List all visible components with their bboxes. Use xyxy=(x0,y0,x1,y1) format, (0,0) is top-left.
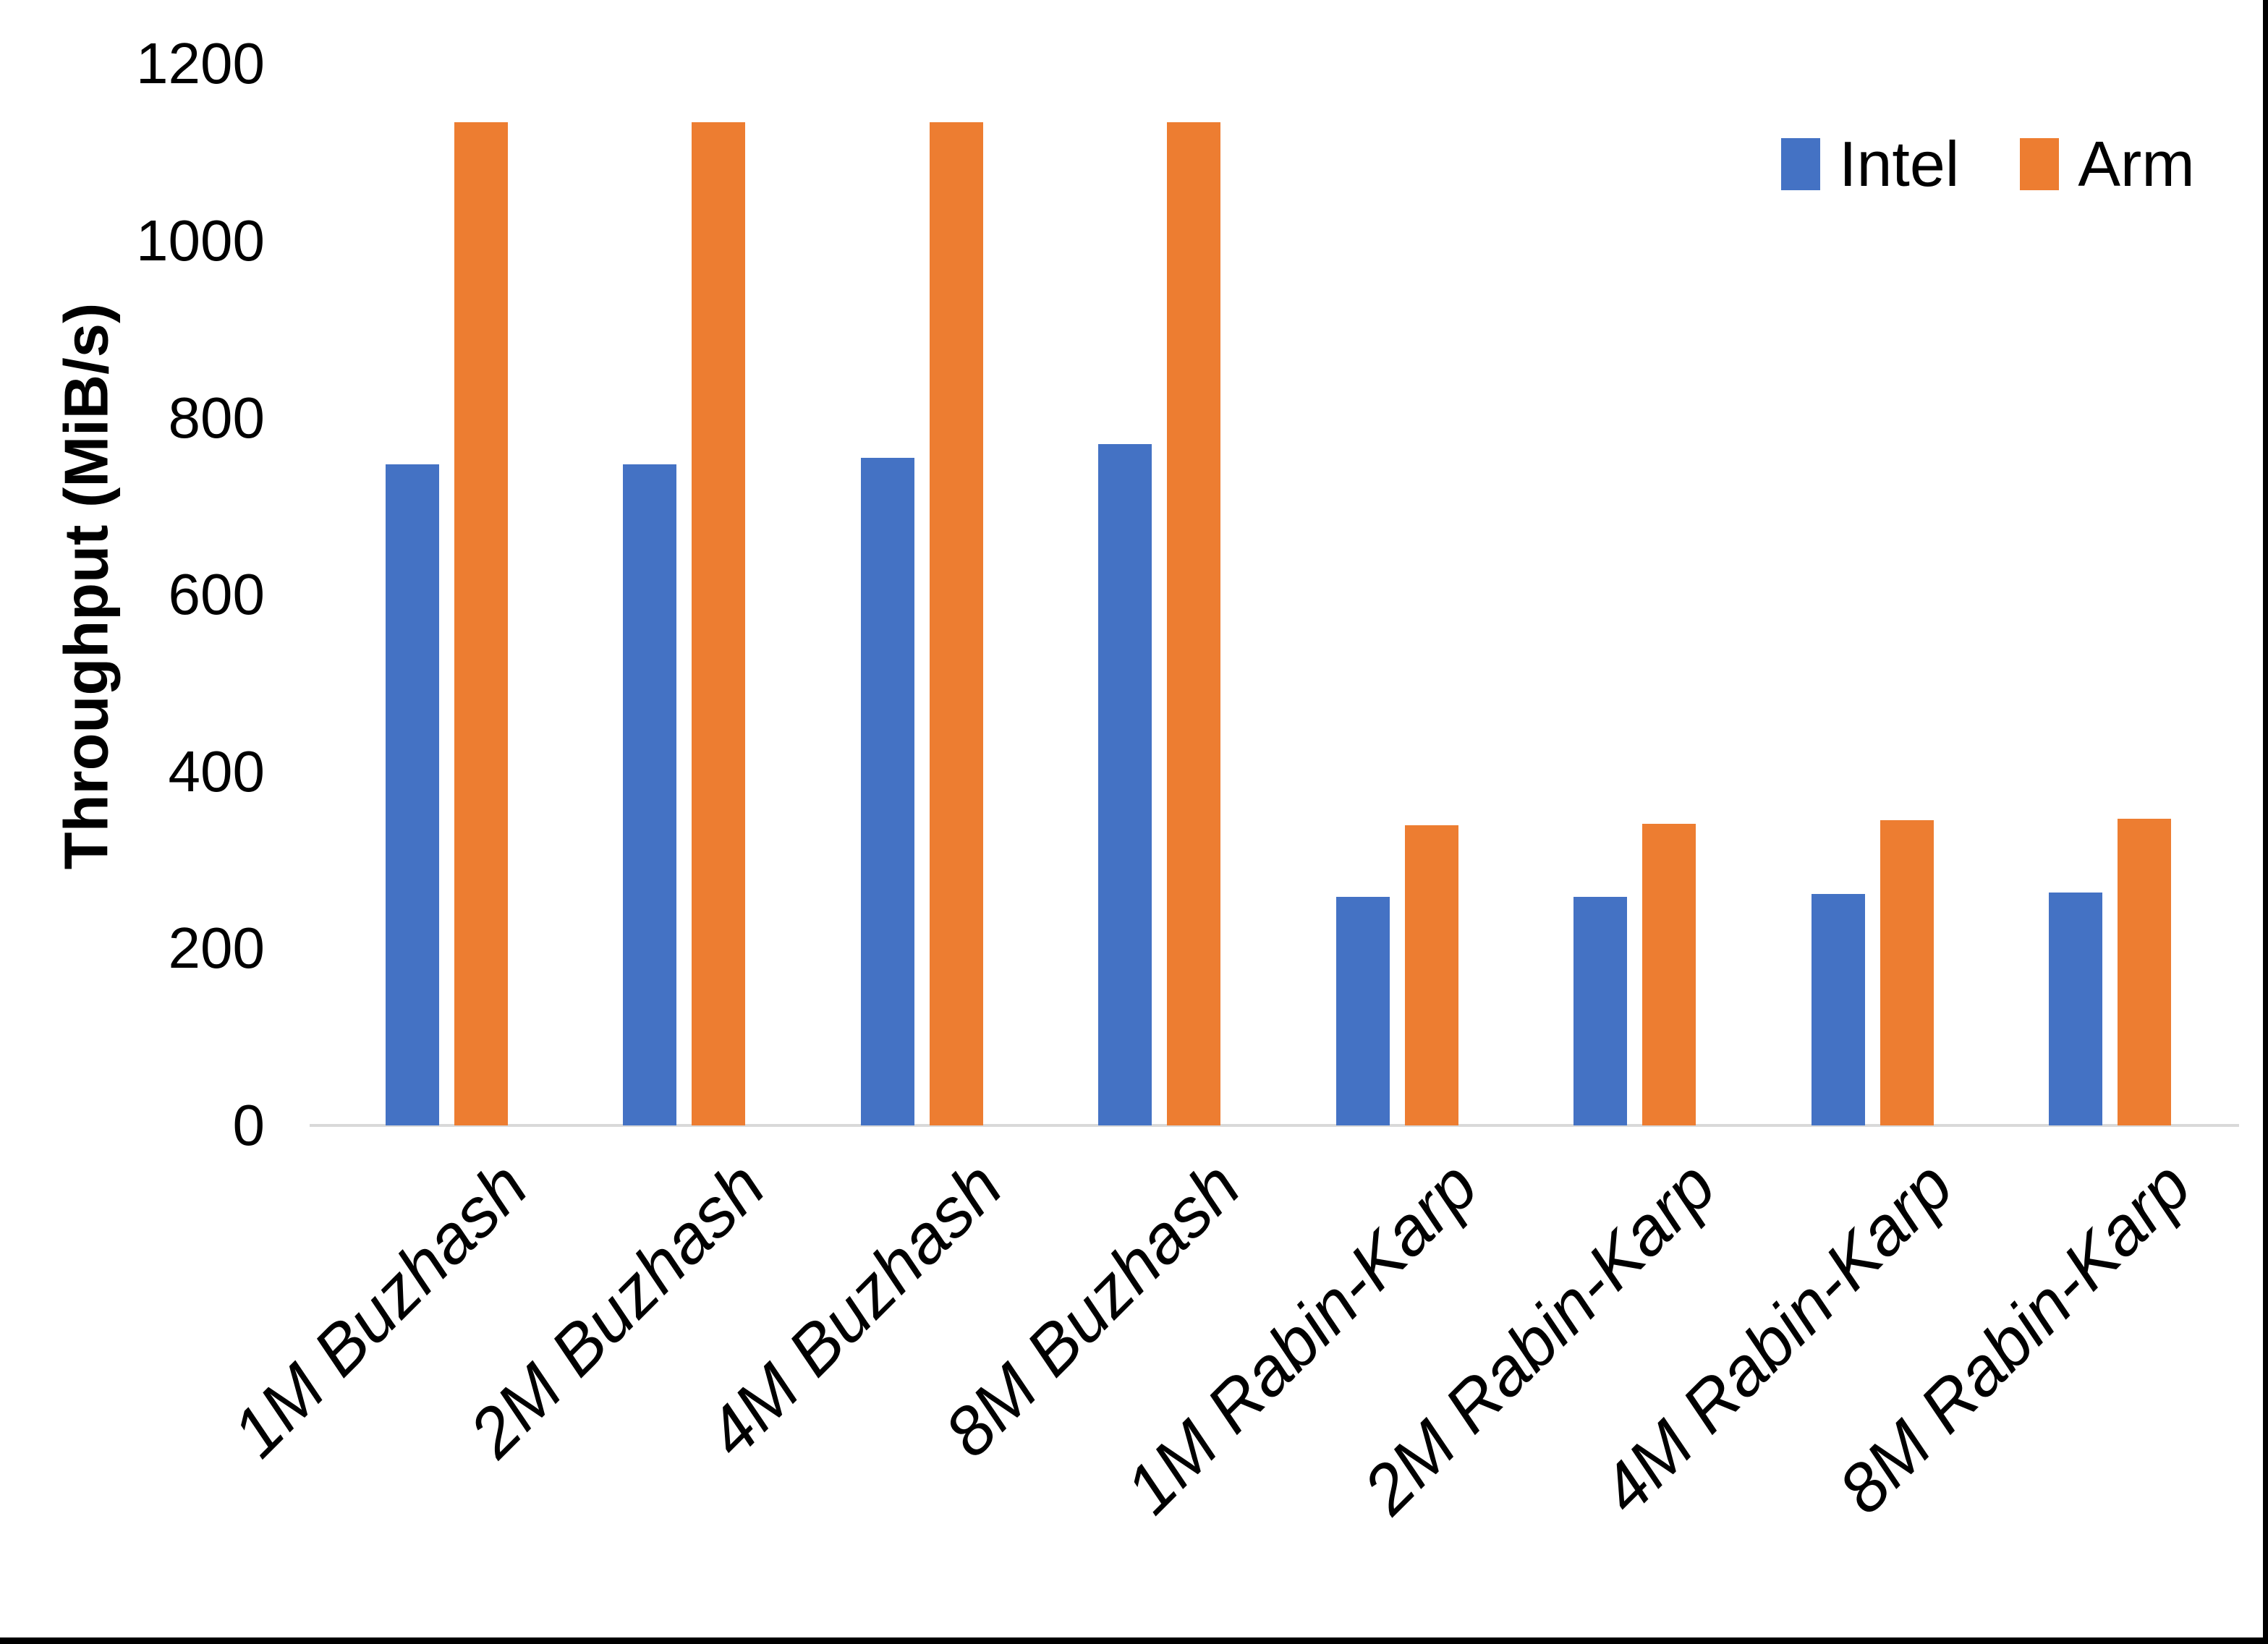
bar-intel-2m-buzhash xyxy=(623,464,676,1125)
bar-intel-2m-rabin-karp xyxy=(1573,897,1627,1125)
bar-intel-4m-rabin-karp xyxy=(1812,894,1865,1125)
x-tick-label: 2M Buzhash xyxy=(455,1147,780,1472)
bar-intel-8m-rabin-karp xyxy=(2049,893,2102,1125)
x-tick-label: 1M Rabin-Karp xyxy=(1110,1147,1492,1529)
y-tick-label: 400 xyxy=(168,738,265,804)
x-tick-label: 8M Buzhash xyxy=(930,1147,1255,1472)
legend: Intel Arm xyxy=(1781,132,2195,196)
x-tick-label: 1M Buzhash xyxy=(218,1147,543,1472)
bar-arm-4m-buzhash xyxy=(930,122,983,1125)
x-axis-line xyxy=(310,1124,2239,1127)
bar-intel-8m-buzhash xyxy=(1098,444,1152,1125)
legend-marker-arm xyxy=(2020,138,2060,190)
frame-bottom-border xyxy=(0,1637,2268,1644)
bar-arm-1m-rabin-karp xyxy=(1405,825,1458,1125)
bar-arm-8m-rabin-karp xyxy=(2118,819,2171,1125)
bar-intel-1m-rabin-karp xyxy=(1336,897,1390,1125)
y-tick-label: 1000 xyxy=(136,208,265,273)
bar-arm-2m-buzhash xyxy=(692,122,745,1125)
bar-arm-2m-rabin-karp xyxy=(1642,824,1696,1125)
x-tick-label: 4M Buzhash xyxy=(692,1147,1017,1472)
legend-item-arm: Arm xyxy=(2020,128,2195,200)
legend-label: Arm xyxy=(2078,128,2195,200)
x-tick-label: 4M Rabin-Karp xyxy=(1586,1147,1968,1529)
legend-item-intel: Intel xyxy=(1781,132,1959,196)
bar-arm-1m-buzhash xyxy=(454,122,508,1125)
y-tick-label: 800 xyxy=(168,385,265,450)
y-tick-label: 200 xyxy=(168,916,265,981)
bar-arm-4m-rabin-karp xyxy=(1880,820,1934,1125)
legend-marker-intel xyxy=(1781,138,1820,190)
bar-intel-1m-buzhash xyxy=(386,464,439,1125)
x-tick-label: 8M Rabin-Karp xyxy=(1824,1147,2206,1529)
y-tick-label: 0 xyxy=(232,1093,266,1157)
y-tick-label: 600 xyxy=(168,562,265,627)
frame-right-border xyxy=(2263,0,2268,1644)
bar-arm-8m-buzhash xyxy=(1167,122,1220,1125)
y-tick-label: 1200 xyxy=(136,31,265,96)
bar-intel-4m-buzhash xyxy=(861,458,914,1125)
legend-label: Intel xyxy=(1839,128,1960,200)
x-tick-label: 2M Rabin-Karp xyxy=(1349,1147,1730,1529)
